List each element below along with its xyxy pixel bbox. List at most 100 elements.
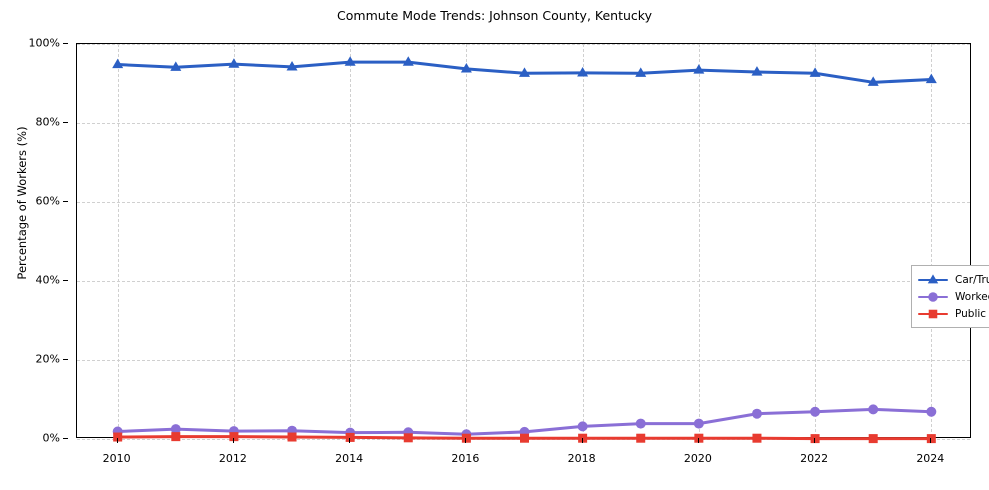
x-axis: 2010 2012 2014 2016 2018 2020 2022 2024 <box>76 438 971 478</box>
data-point-marker <box>461 433 471 443</box>
data-point-marker <box>519 67 530 77</box>
y-tick-mark <box>63 280 68 281</box>
gridline-vertical <box>466 44 468 437</box>
y-tick-label: 40% <box>35 273 60 287</box>
legend-item-3[interactable]: Public Transportation <box>918 305 989 322</box>
gridline-horizontal <box>77 281 970 282</box>
chart-legend: Car/Truck/Van Worked from Home Public Tran… <box>911 265 989 328</box>
gridline-vertical <box>350 44 352 437</box>
legend-item-2[interactable]: Worked from Home <box>918 288 989 305</box>
x-tick-label: 2018 <box>567 452 596 465</box>
x-tick-label: 2022 <box>800 452 829 465</box>
gridline-horizontal <box>77 202 970 203</box>
legend-label: Worked from Home <box>955 290 989 303</box>
data-point-marker <box>170 61 182 71</box>
y-tick-label: 20% <box>35 352 60 366</box>
data-point-marker <box>520 433 529 443</box>
data-point-marker <box>345 432 355 442</box>
legend-label: Car/Truck/Van <box>955 273 989 286</box>
data-point-marker <box>578 433 588 443</box>
x-tick-label: 2014 <box>335 452 364 465</box>
legend-marker-square-icon <box>928 309 938 318</box>
y-tick-label: 100% <box>28 36 60 50</box>
gridline-horizontal <box>77 44 970 45</box>
y-axis-title: Percentage of Workers (%) <box>15 126 29 280</box>
gridline-horizontal <box>77 360 970 361</box>
gridline-vertical <box>815 44 817 437</box>
data-point-marker <box>809 67 821 77</box>
legend-key-icon <box>918 308 948 320</box>
data-point-marker <box>693 64 705 74</box>
x-tick-mark <box>930 438 932 443</box>
y-tick-mark <box>63 43 68 44</box>
data-point-marker <box>635 67 647 77</box>
x-tick-label: 2024 <box>916 452 945 465</box>
gridline-vertical <box>931 44 933 437</box>
data-point-marker <box>928 291 938 302</box>
data-point-marker <box>460 62 472 73</box>
x-tick-mark <box>116 438 118 443</box>
x-tick-mark <box>465 438 467 443</box>
data-point-marker <box>171 432 181 442</box>
data-point-marker <box>927 273 939 283</box>
data-point-marker <box>926 434 936 444</box>
y-tick-label: 60% <box>35 194 60 208</box>
y-tick-mark <box>63 359 68 360</box>
data-point-marker <box>228 58 240 68</box>
data-point-marker <box>635 418 646 429</box>
legend-item-1[interactable]: Car/Truck/Van <box>918 271 989 288</box>
data-point-marker <box>402 56 414 66</box>
series-3 <box>113 432 936 444</box>
data-point-marker <box>577 66 589 77</box>
data-point-marker <box>810 406 821 417</box>
data-point-marker <box>752 433 762 443</box>
x-tick-label: 2012 <box>218 452 247 465</box>
gridline-vertical <box>698 44 700 437</box>
data-point-marker <box>868 404 879 415</box>
x-tick-label: 2020 <box>683 452 712 465</box>
data-point-marker <box>344 56 356 66</box>
data-point-marker <box>287 432 297 442</box>
data-point-marker <box>229 432 239 442</box>
data-point-marker <box>577 421 588 432</box>
x-tick-mark <box>581 438 583 443</box>
x-tick-label: 2016 <box>451 452 480 465</box>
x-tick-label: 2010 <box>102 452 131 465</box>
x-tick-mark <box>349 438 351 443</box>
legend-label: Public Transportation <box>955 307 989 320</box>
legend-marker-circle-icon <box>928 291 938 302</box>
x-tick-mark <box>232 438 234 443</box>
data-point-marker <box>113 432 123 442</box>
series-1 <box>112 56 937 86</box>
legend-marker-triangle-icon <box>927 273 939 283</box>
data-point-marker <box>694 433 704 443</box>
plot-area: Car/Truck/Van Worked from Home Public Tran… <box>76 43 989 444</box>
y-axis: 0% 20% 40% 60% 80% 100% <box>0 37 68 445</box>
legend-key-icon <box>918 291 948 303</box>
data-point-marker <box>928 309 938 318</box>
x-tick-mark <box>697 438 699 443</box>
y-tick-mark <box>63 201 68 202</box>
x-tick-mark <box>814 438 816 443</box>
y-tick-mark <box>63 122 68 123</box>
y-tick-label: 80% <box>35 115 60 129</box>
y-tick-mark <box>63 438 68 439</box>
gridline-vertical <box>582 44 584 437</box>
data-point-marker <box>751 66 763 76</box>
gridline-vertical <box>117 44 119 437</box>
chart-title: Commute Mode Trends: Johnson County, Ken… <box>337 8 652 23</box>
gridline-horizontal <box>77 123 970 124</box>
data-point-marker <box>403 433 413 443</box>
data-point-marker <box>286 61 298 71</box>
data-point-marker <box>867 76 879 86</box>
gridline-vertical <box>233 44 235 437</box>
data-point-marker <box>810 434 820 444</box>
data-point-marker <box>693 418 704 429</box>
y-tick-label: 0% <box>42 431 60 445</box>
data-point-marker <box>636 433 646 443</box>
data-point-marker <box>926 406 937 417</box>
legend-key-icon <box>918 273 948 286</box>
data-point-marker <box>170 424 181 435</box>
data-point-marker <box>868 434 878 444</box>
